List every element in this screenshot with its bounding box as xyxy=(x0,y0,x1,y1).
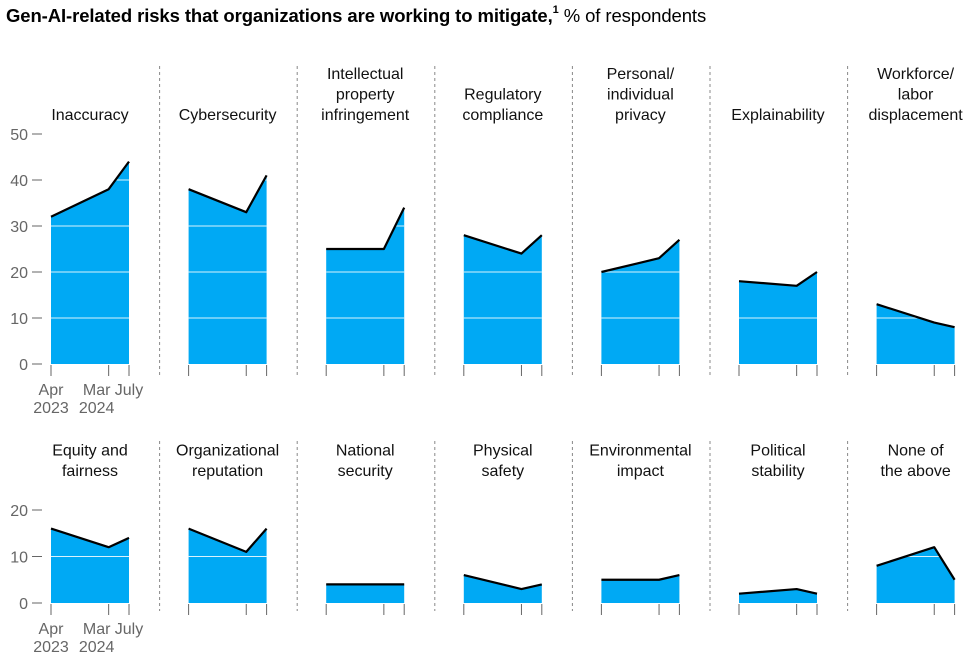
panel-label: Regulatory compliance xyxy=(462,87,543,125)
area-fill xyxy=(463,235,542,364)
panel-label-line: Regulatory xyxy=(464,87,541,104)
panel-personal-individual-privacy: Personal/individual privacy xyxy=(571,66,681,378)
panel-label-line: individual xyxy=(607,87,674,104)
panel-label-line: Intellectual xyxy=(327,66,404,83)
y-tick-label: 0 xyxy=(19,357,28,374)
panel-label-line: property xyxy=(336,87,395,104)
chart-title: Gen-AI-related risks that organizations … xyxy=(6,4,707,26)
panel-label-line: Explainability xyxy=(731,107,824,124)
x-tick-label: Apr xyxy=(39,382,65,399)
x-tick-label: Mar xyxy=(83,621,111,638)
panel-none-of-the-above: None of the above xyxy=(847,441,956,615)
area-fill xyxy=(601,575,680,603)
panel-label-line: Equity and xyxy=(52,443,128,460)
panel-label-line: Cybersecurity xyxy=(179,107,277,124)
area-fill xyxy=(188,175,267,364)
panel-label-line: Political xyxy=(750,443,805,460)
area-fill xyxy=(876,547,955,603)
y-tick-label: 0 xyxy=(19,596,28,613)
panel-label: Equity and fairness xyxy=(52,443,128,481)
x-tick-label: 2023 xyxy=(33,639,69,656)
panel-label-line: security xyxy=(338,463,393,480)
panel-label-line: reputation xyxy=(192,463,263,480)
panel-label: None of the above xyxy=(880,443,950,481)
y-tick-label: 20 xyxy=(10,503,28,520)
panel-label-line: fairness xyxy=(62,463,118,480)
area-fill xyxy=(188,528,267,603)
panel-label-line: infringement xyxy=(321,107,410,124)
panel-label: Personal/individual privacy xyxy=(607,66,675,124)
y-tick-label: 30 xyxy=(10,219,28,236)
area-fill xyxy=(51,161,129,364)
panel-label: Environmental impact xyxy=(589,443,691,481)
panel-regulatory-compliance: Regulatory compliance xyxy=(434,66,543,378)
y-tick-label: 40 xyxy=(10,173,28,190)
panel-label: Cybersecurity xyxy=(179,107,277,124)
area-fill xyxy=(326,207,405,364)
panel-label-line: impact xyxy=(617,463,665,480)
area-fill xyxy=(601,239,680,364)
panel-explainability: Explainability xyxy=(709,66,825,378)
panel-label: National security xyxy=(336,443,395,481)
panel-label-line: the above xyxy=(880,463,950,480)
panel-label-line: compliance xyxy=(462,107,543,124)
panel-label-line: displacement xyxy=(868,107,963,124)
panel-physical-safety: Physical safety xyxy=(434,441,543,615)
panel-label-line: None of xyxy=(888,443,945,460)
panel-label: Workforce/labor displacement xyxy=(868,66,963,124)
panel-environmental-impact: Environmental impact xyxy=(571,441,692,615)
panel-label-line: National xyxy=(336,443,395,460)
title-footnote: 1 xyxy=(552,4,559,16)
area-fill xyxy=(463,575,542,603)
panel-label-line: labor xyxy=(898,87,934,104)
panel-label-line: Physical xyxy=(473,443,533,460)
panel-label: Organizational reputation xyxy=(176,443,279,481)
panel-label-line: privacy xyxy=(615,107,666,124)
area-fill xyxy=(876,304,955,364)
x-tick-label: July xyxy=(115,382,143,399)
panel-organizational-reputation: Organizational reputation xyxy=(159,441,279,615)
panel-cybersecurity: Cybersecurity xyxy=(159,66,277,378)
panel-label-line: Workforce/ xyxy=(877,66,955,83)
panel-workforce-labor-displacement: Workforce/labor displacement xyxy=(847,66,963,378)
x-tick-label: Mar xyxy=(83,382,111,399)
y-tick-label: 20 xyxy=(10,265,28,282)
panel-label-line: Personal/ xyxy=(607,66,675,83)
x-tick-label: 2024 xyxy=(79,639,115,656)
panel-label: Physical safety xyxy=(473,443,533,481)
panel-label: Intellectual property infringement xyxy=(321,66,410,124)
panel-label-line: Environmental xyxy=(589,443,691,460)
panel-label-line: stability xyxy=(751,463,804,480)
panel-label: Inaccuracy xyxy=(51,107,128,124)
x-tick-label: 2024 xyxy=(79,400,115,417)
panel-label: Explainability xyxy=(731,107,824,124)
panel-intellectual-property-infringement: Intellectual property infringement xyxy=(296,66,410,378)
panel-political-stability: Political stability xyxy=(709,441,818,615)
panel-label: Political stability xyxy=(750,443,805,481)
panel-label-line: Organizational xyxy=(176,443,279,460)
area-fill xyxy=(51,528,129,603)
y-tick-label: 10 xyxy=(10,311,28,328)
panel-national-security: National security xyxy=(296,441,405,615)
y-tick-label: 50 xyxy=(10,127,28,144)
panel-label-line: Inaccuracy xyxy=(51,107,128,124)
x-tick-label: 2023 xyxy=(33,400,69,417)
panel-label-line: safety xyxy=(481,463,524,480)
x-tick-label: Apr xyxy=(39,621,65,638)
x-tick-label: July xyxy=(115,621,143,638)
y-tick-label: 10 xyxy=(10,550,28,567)
area-fill xyxy=(326,584,405,603)
